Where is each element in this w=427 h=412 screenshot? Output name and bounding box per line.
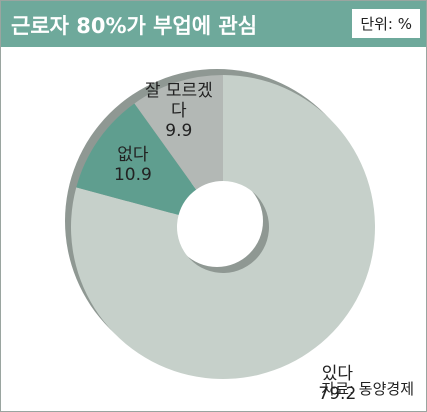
value-label: 79.2 [318, 384, 357, 405]
category-label: 있다 [321, 364, 353, 385]
unit-label: 단위: % [352, 9, 420, 38]
slice-label: 잘 모르겠다 9.9 [134, 81, 224, 141]
value-label: 9.9 [165, 120, 193, 141]
slice-label: 있다 79.2 [292, 364, 382, 404]
donut-slice [76, 103, 197, 216]
chart-title: 근로자 80%가 부업에 관심 [11, 14, 258, 38]
category-label: 잘 모르겠다 [144, 80, 213, 121]
donut-slice [134, 75, 223, 190]
source: 자료: 동양경제 [321, 380, 414, 398]
slice-label: 없다 10.9 [88, 145, 178, 185]
category-label: 없다 [117, 144, 149, 165]
donut-slice [70, 75, 376, 379]
header-band: 근로자 80%가 부업에 관심 단위: % [1, 1, 426, 47]
value-label: 10.9 [113, 164, 152, 185]
donut-shadow-hole [171, 175, 263, 267]
